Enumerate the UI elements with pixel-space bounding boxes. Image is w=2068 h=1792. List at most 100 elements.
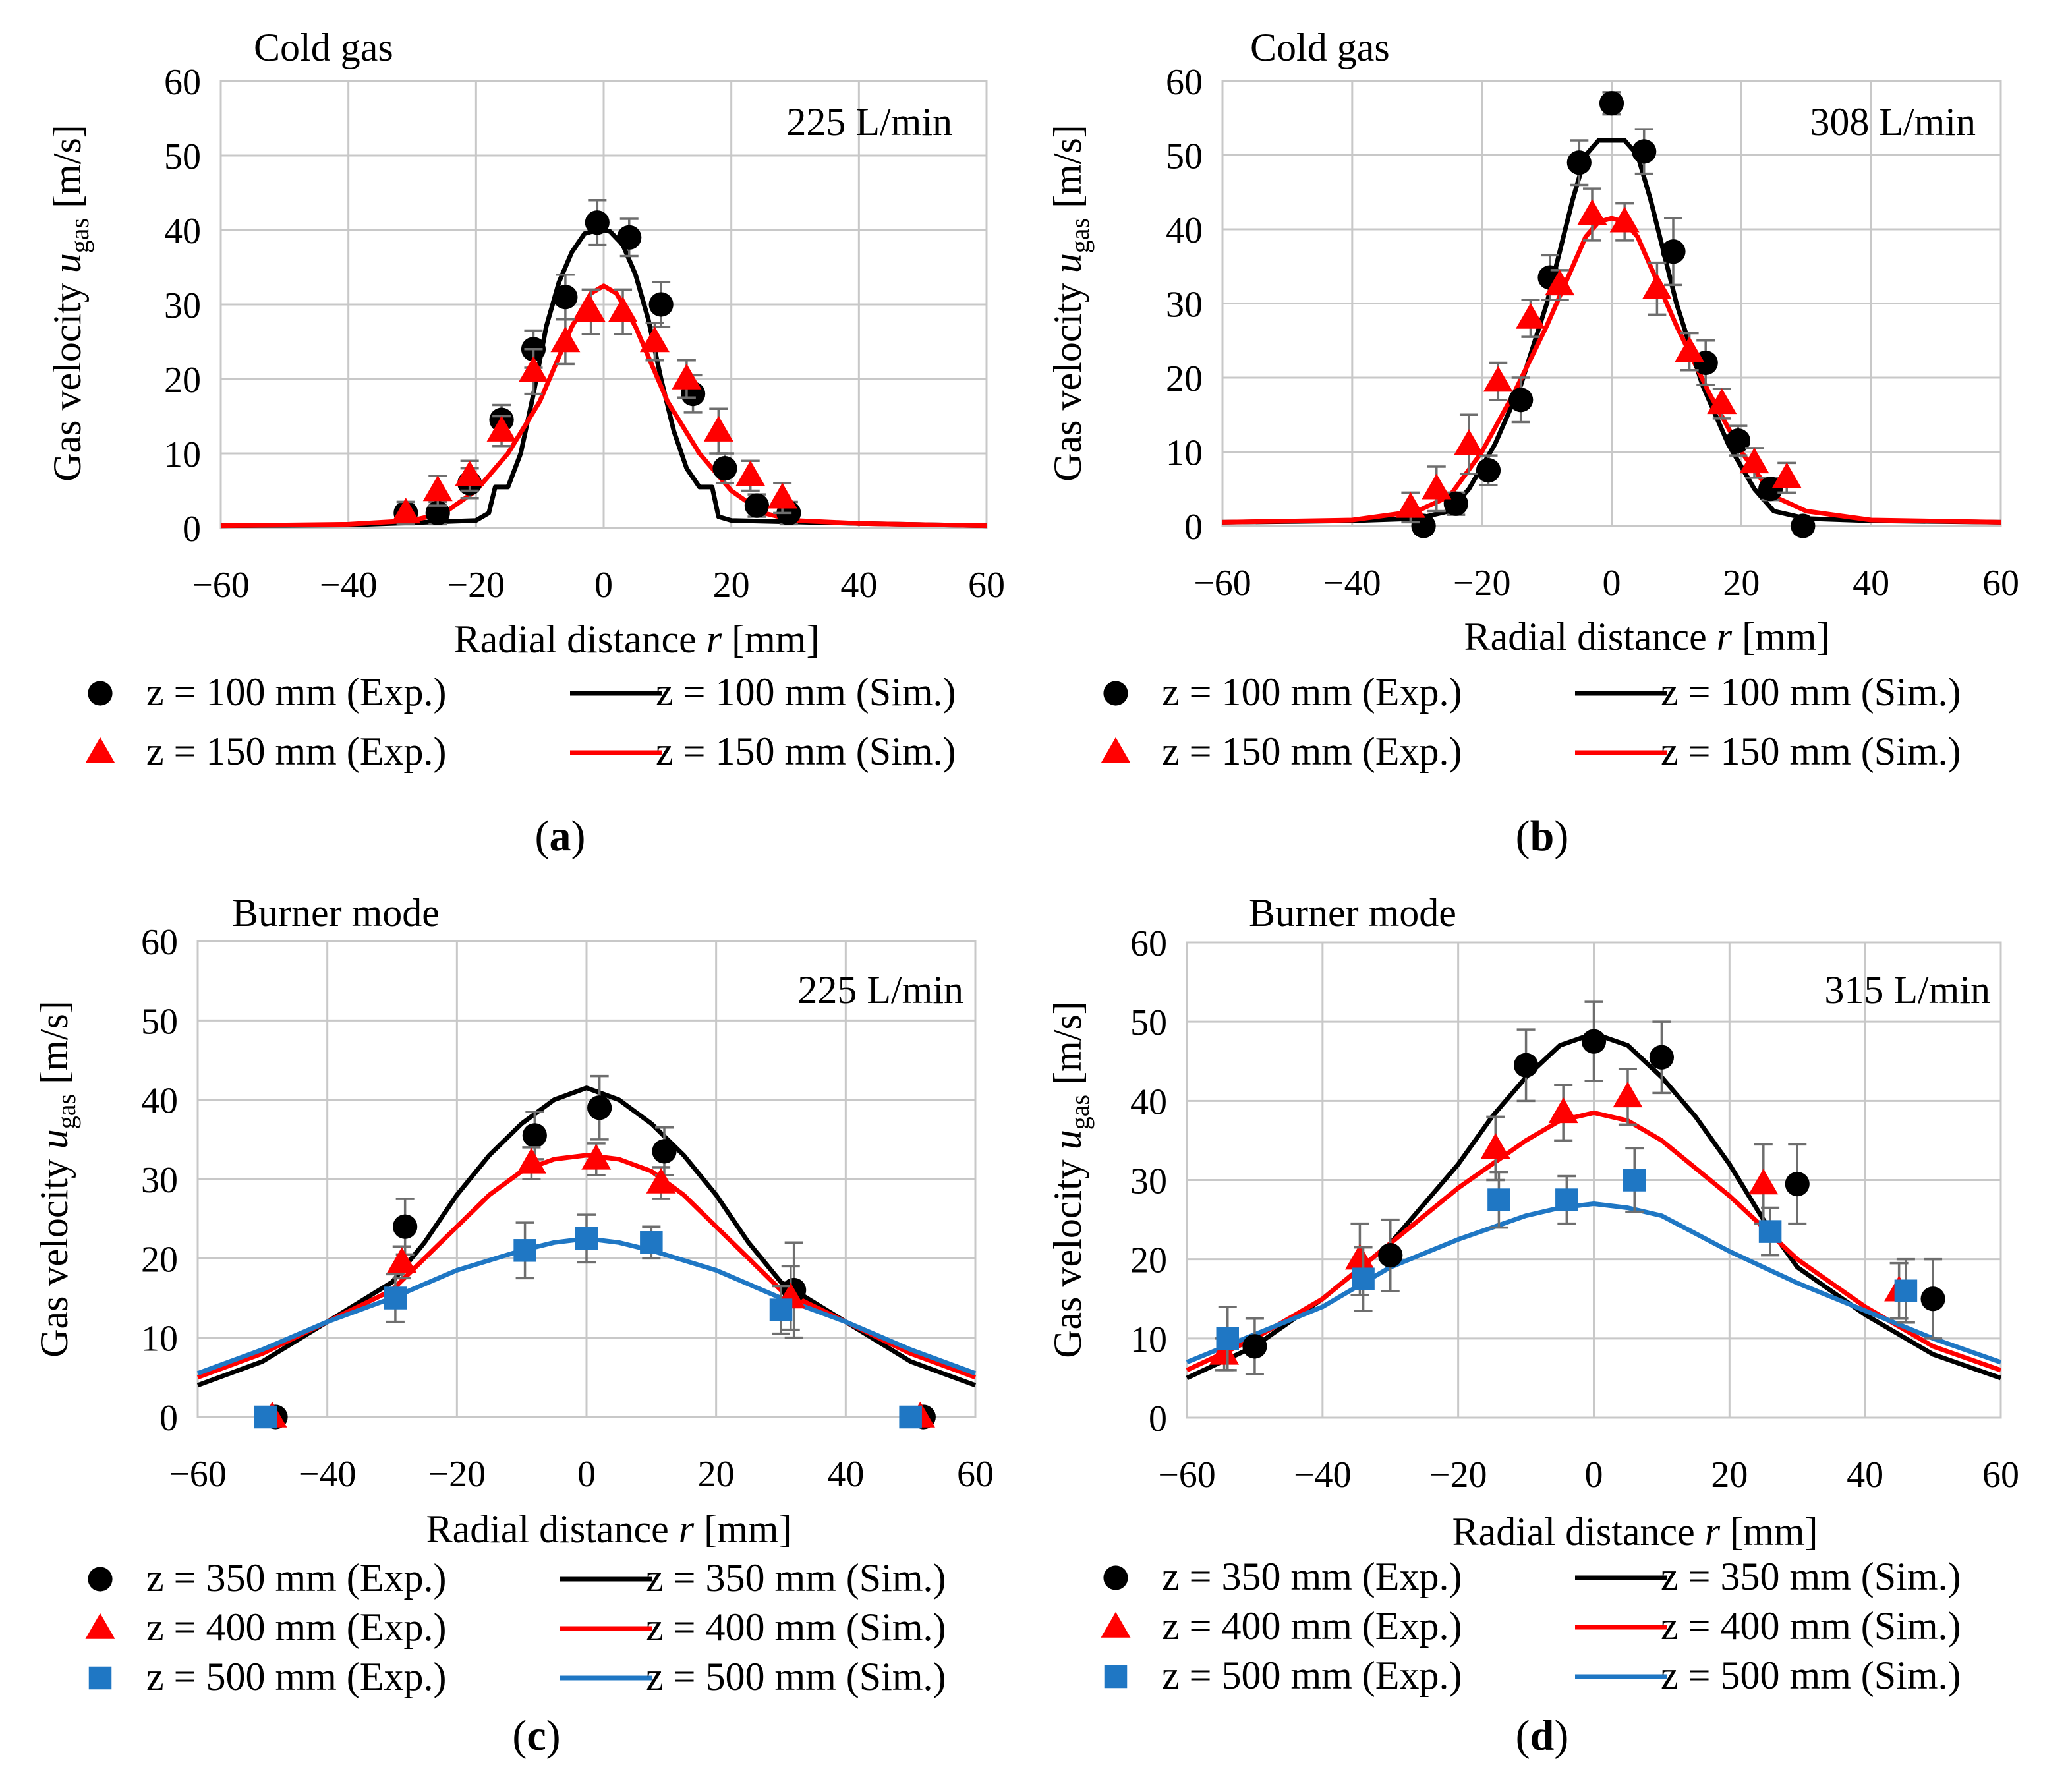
legend-label: z = 100 mm (Sim.) xyxy=(1661,670,1961,714)
legend-label: z = 150 mm (Sim.) xyxy=(1661,730,1961,773)
data-point-b-0 xyxy=(1566,150,1592,175)
legend-marker xyxy=(85,737,115,763)
x-axis-label: Radial distance r [mm] xyxy=(1464,615,1830,658)
y-tick-label: 60 xyxy=(164,62,201,103)
legend: z = 350 mm (Exp.) z = 350 mm (Sim.) z = 40… xyxy=(1101,1555,1961,1697)
data-point-c-0 xyxy=(393,1214,418,1239)
x-tick-label: −60 xyxy=(192,565,250,606)
y-axis-label-unit: [m/s] xyxy=(45,125,89,218)
data-point-b-0 xyxy=(1791,513,1816,538)
x-tick-label: 20 xyxy=(698,1454,735,1495)
y-tick-label: 50 xyxy=(1130,1002,1167,1043)
y-tick-label: 40 xyxy=(141,1081,178,1122)
x-tick-label: 60 xyxy=(1982,1455,2019,1495)
y-axis-label: Gas velocity ugas [m/s] xyxy=(32,1000,81,1358)
panel-caption-letter: c xyxy=(527,1712,546,1760)
data-point-b-1 xyxy=(1739,448,1769,474)
y-axis-label: Gas velocity ugas [m/s] xyxy=(45,125,94,482)
legend: z = 350 mm (Exp.) z = 350 mm (Sim.) z = 40… xyxy=(85,1556,946,1698)
y-tick-label: 10 xyxy=(1166,433,1203,474)
data-point-a-0 xyxy=(585,210,610,235)
y-tick-label: 40 xyxy=(1130,1082,1167,1122)
flow-rate-label: 308 L/min xyxy=(1810,100,1976,144)
flow-rate-label: 315 L/min xyxy=(1824,968,1990,1012)
x-tick-label: −40 xyxy=(1294,1455,1352,1495)
x-axis-label-variable: r xyxy=(679,1507,695,1551)
legend-label: z = 350 mm (Exp.) xyxy=(146,1556,446,1600)
y-tick-label: 60 xyxy=(141,922,178,963)
data-point-a-1 xyxy=(422,475,453,502)
data-point-d-2 xyxy=(1758,1220,1782,1243)
data-point-d-1 xyxy=(1480,1133,1510,1159)
panel-title: Burner mode xyxy=(1249,891,1456,935)
data-point-a-0 xyxy=(425,500,450,526)
data-point-d-2 xyxy=(1555,1188,1578,1211)
data-point-a-0 xyxy=(553,285,578,310)
data-point-c-2 xyxy=(513,1239,536,1262)
legend-marker xyxy=(88,1567,113,1592)
data-point-d-0 xyxy=(1649,1045,1675,1070)
data-point-d-1 xyxy=(1209,1339,1240,1365)
panel-caption-letter: b xyxy=(1530,812,1555,860)
x-tick-label: 40 xyxy=(1853,563,1889,604)
x-axis-label-text: Radial distance xyxy=(454,618,706,661)
data-point-a-0 xyxy=(712,456,737,481)
y-tick-label: 40 xyxy=(164,211,201,252)
data-point-a-0 xyxy=(744,493,769,518)
panel-caption-open: ( xyxy=(512,1712,527,1760)
data-point-a-1 xyxy=(735,460,766,486)
data-point-c-1 xyxy=(581,1143,612,1170)
data-point-a-1 xyxy=(486,415,517,442)
y-tick-label: 0 xyxy=(1184,507,1203,548)
y-tick-label: 10 xyxy=(141,1319,178,1360)
x-tick-label: 20 xyxy=(1723,563,1760,604)
data-point-a-1 xyxy=(455,460,485,486)
legend-label: z = 100 mm (Exp.) xyxy=(146,670,446,714)
data-point-d-0 xyxy=(1378,1243,1403,1268)
legend-marker xyxy=(1103,681,1128,706)
x-tick-label: 40 xyxy=(840,565,877,606)
panel-caption-close: ) xyxy=(546,1712,561,1760)
chart-panel-a: −60 −40 −20 0 20 40 60 0 10 20 30 40 50 60 Cold gas 225… xyxy=(45,26,1005,860)
x-axis-label-text: Radial distance xyxy=(1464,615,1717,658)
data-point-c-1 xyxy=(516,1147,546,1174)
x-tick-label: 0 xyxy=(1603,563,1621,604)
data-point-d-2 xyxy=(1623,1169,1646,1192)
x-tick-label: −20 xyxy=(1453,563,1511,604)
legend-label: z = 500 mm (Sim.) xyxy=(646,1655,946,1698)
y-tick-label: 40 xyxy=(1166,210,1203,251)
legend-marker xyxy=(85,1613,115,1639)
series-line-c-3 xyxy=(196,1085,977,1388)
y-axis-label-variable: u xyxy=(32,1129,76,1149)
x-tick-label: −20 xyxy=(447,565,505,606)
y-tick-label: 60 xyxy=(1130,923,1167,964)
data-point-b-1 xyxy=(1422,473,1452,500)
x-axis-label-text: Radial distance xyxy=(426,1507,679,1551)
data-point-b-1 xyxy=(1577,199,1607,225)
x-tick-label: −40 xyxy=(1323,563,1381,604)
x-tick-label: −60 xyxy=(1193,563,1251,604)
legend-label: z = 400 mm (Exp.) xyxy=(1162,1604,1462,1648)
legend-label: z = 500 mm (Sim.) xyxy=(1661,1654,1961,1697)
data-point-b-0 xyxy=(1508,388,1534,413)
y-axis-label-subscript: gas xyxy=(1065,218,1095,253)
x-axis-label-unit: [mm] xyxy=(1720,1510,1818,1553)
data-point-b-1 xyxy=(1675,336,1705,362)
data-point-d-0 xyxy=(1581,1029,1607,1054)
y-axis-label-unit: [m/s] xyxy=(1046,1001,1089,1095)
chart-panel-c: −60 −40 −20 0 20 40 60 0 10 20 30 40 50 60 Burner mode… xyxy=(32,891,994,1760)
x-axis-label-variable: r xyxy=(1705,1510,1721,1553)
data-point-c-0 xyxy=(652,1139,677,1164)
x-tick-label: −60 xyxy=(169,1454,227,1495)
series-line-d-5 xyxy=(1186,1201,2002,1365)
panel-caption-letter: a xyxy=(550,812,571,860)
legend-label: z = 350 mm (Sim.) xyxy=(646,1556,946,1600)
x-tick-label: 0 xyxy=(1585,1455,1603,1495)
y-tick-label: 50 xyxy=(141,1001,178,1042)
flow-rate-label: 225 L/min xyxy=(786,100,952,144)
y-tick-label: 0 xyxy=(183,509,201,550)
data-point-c-2 xyxy=(575,1227,598,1250)
legend-label: z = 500 mm (Exp.) xyxy=(146,1655,446,1698)
y-tick-label: 0 xyxy=(1149,1399,1167,1439)
